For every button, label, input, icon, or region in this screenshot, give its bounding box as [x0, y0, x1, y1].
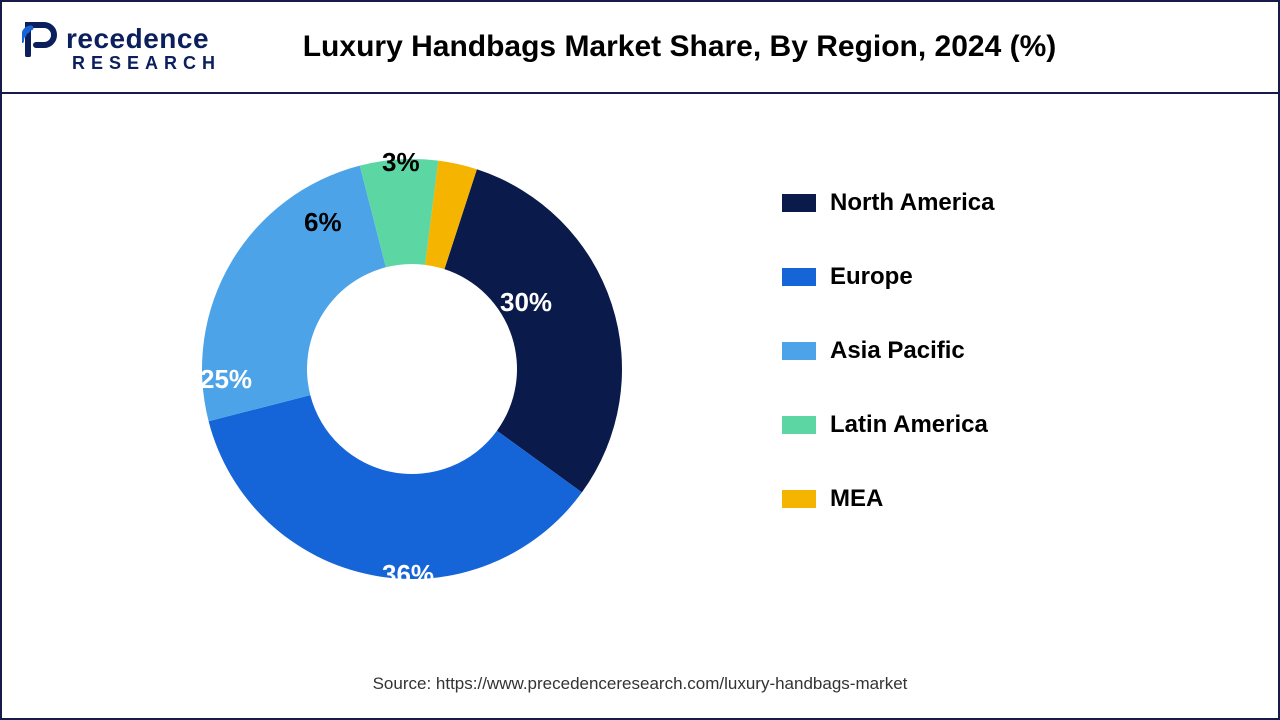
legend-swatch	[782, 268, 816, 286]
slice-label-asia-pacific: 25%	[200, 364, 252, 395]
header-bar: recedence RESEARCH Luxury Handbags Marke…	[2, 2, 1278, 94]
slice-north-america	[444, 169, 622, 492]
brand-logo: recedence RESEARCH	[22, 21, 221, 74]
legend-swatch	[782, 416, 816, 434]
logo-p-icon	[22, 21, 64, 57]
legend-label: Asia Pacific	[830, 337, 965, 365]
legend-label: Latin America	[830, 411, 988, 439]
logo-line1: recedence	[22, 21, 209, 57]
legend-label: North America	[830, 189, 994, 217]
legend-item-europe: Europe	[782, 263, 994, 291]
legend-item-north-america: North America	[782, 189, 994, 217]
slice-label-europe: 36%	[382, 559, 434, 590]
slice-label-latin-america: 6%	[304, 207, 342, 238]
legend-item-asia-pacific: Asia Pacific	[782, 337, 994, 365]
legend: North America Europe Asia Pacific Latin Ame…	[782, 189, 994, 513]
chart-body: 30% 36% 25% 6% 3% North America Europe Asia Pa…	[2, 94, 1278, 718]
legend-swatch	[782, 490, 816, 508]
chart-title: Luxury Handbags Market Share, By Region,…	[241, 30, 1258, 64]
legend-swatch	[782, 194, 816, 212]
legend-label: Europe	[830, 263, 913, 291]
legend-item-latin-america: Latin America	[782, 411, 994, 439]
slice-label-mea: 3%	[382, 147, 420, 178]
logo-text-2: RESEARCH	[72, 53, 221, 74]
chart-card: recedence RESEARCH Luxury Handbags Marke…	[0, 0, 1280, 720]
logo-text-1: recedence	[66, 23, 209, 55]
legend-item-mea: MEA	[782, 485, 994, 513]
donut-chart: 30% 36% 25% 6% 3%	[172, 129, 652, 609]
source-line: Source: https://www.precedenceresearch.c…	[2, 674, 1278, 694]
legend-label: MEA	[830, 485, 883, 513]
slice-label-north-america: 30%	[500, 287, 552, 318]
legend-swatch	[782, 342, 816, 360]
